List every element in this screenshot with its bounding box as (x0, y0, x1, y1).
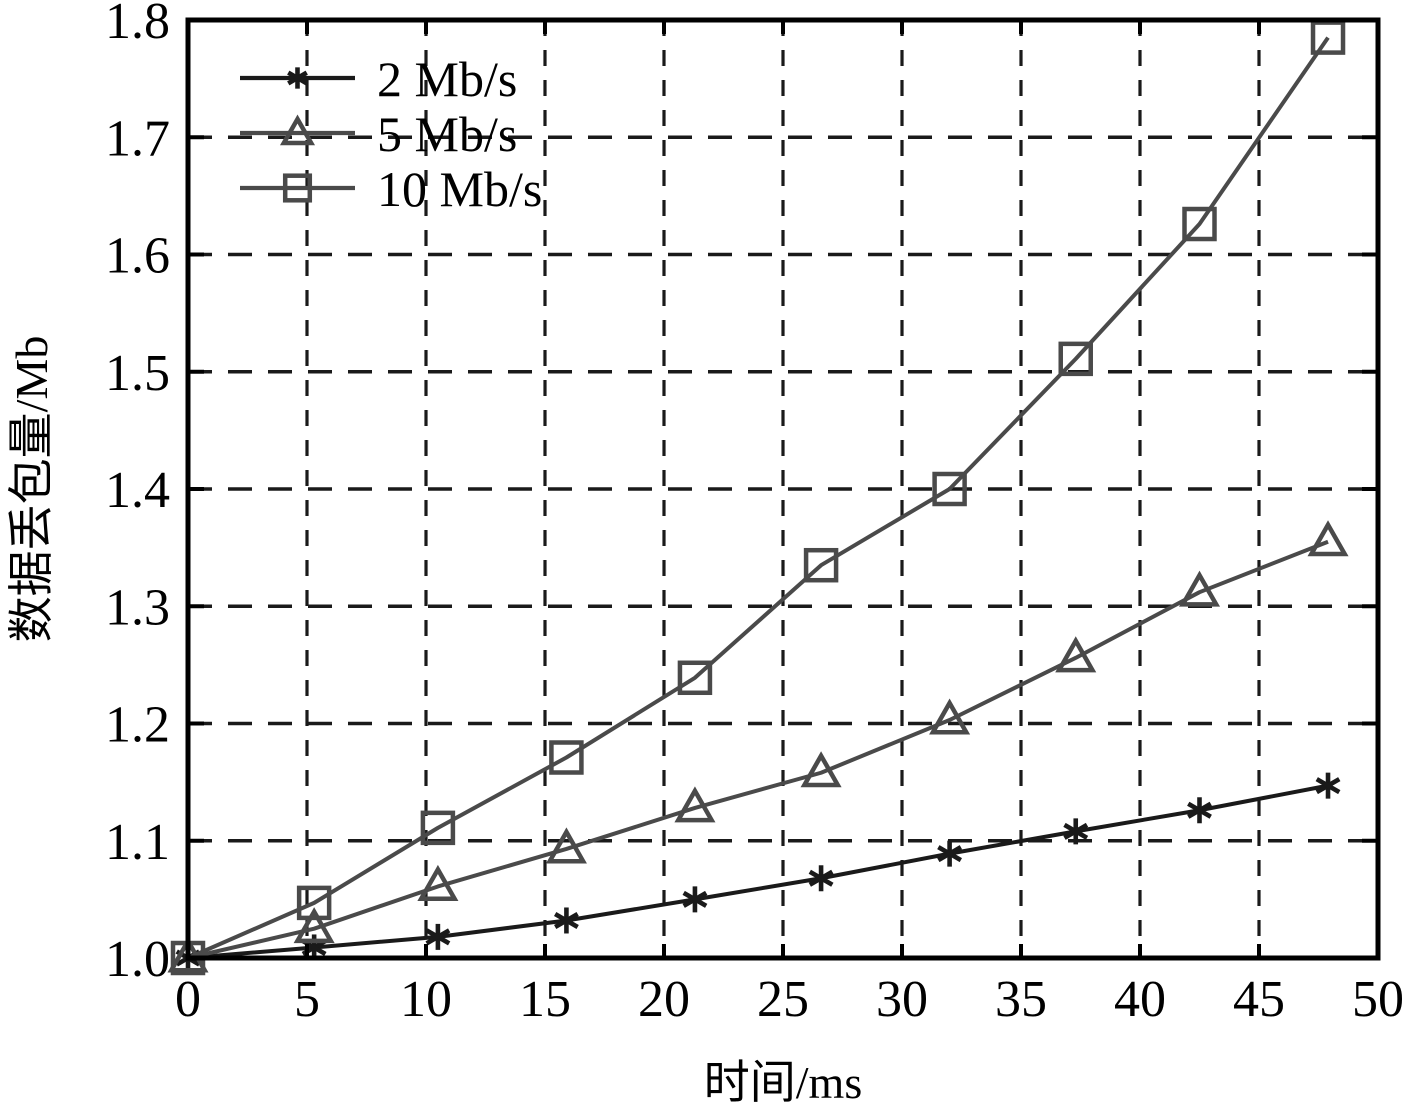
y-tick-label: 1.7 (105, 110, 170, 167)
triangle-marker-icon (293, 907, 335, 944)
asterisk-marker-icon (808, 865, 834, 892)
triangle-marker-icon (929, 698, 971, 735)
legend-label: 10 Mb/s (377, 161, 542, 217)
asterisk-marker-icon (1315, 772, 1341, 799)
y-tick-label: 1.2 (105, 697, 170, 754)
x-tick-label: 10 (400, 971, 452, 1028)
x-tick-label: 30 (876, 971, 928, 1028)
y-tick-label: 1.5 (105, 345, 170, 402)
series-line (187, 783, 1329, 960)
legend: 2 Mb/s5 Mb/s10 Mb/s (240, 51, 542, 217)
triangle-marker-icon (279, 114, 316, 146)
asterisk-marker-icon (554, 907, 579, 934)
series-5-mb-s (167, 520, 1349, 973)
x-tick-label: 35 (995, 971, 1047, 1028)
legend-label: 5 Mb/s (377, 106, 517, 162)
x-tick-label: 40 (1114, 971, 1166, 1028)
square-marker-icon (420, 810, 456, 846)
series-10-mb-s (170, 20, 1346, 976)
triangle-marker-icon (545, 827, 587, 864)
square-marker-icon (282, 173, 313, 203)
y-tick-label: 1.6 (105, 228, 170, 285)
x-tick-label: 25 (757, 971, 809, 1028)
square-marker-icon (803, 547, 839, 583)
legend-item-10-mb-s[interactable]: 10 Mb/s (240, 161, 542, 217)
y-axis-title: 数据丢包量/Mb (6, 336, 57, 643)
legend-item-5-mb-s[interactable]: 5 Mb/s (240, 106, 517, 162)
series-line (187, 539, 1329, 960)
x-tick-label: 0 (175, 971, 201, 1028)
square-marker-icon (1310, 20, 1346, 55)
triangle-marker-icon (1307, 520, 1349, 557)
square-marker-icon (296, 885, 332, 921)
tick-labels: 0 5 10 15 20 25 30 35 40 45 50 1.0 1.1 1.2 1.3 1.4 1.5 1.… (105, 0, 1404, 1028)
asterisk-marker-icon (937, 840, 963, 867)
triangle-marker-icon (1055, 636, 1097, 673)
asterisk-marker-icon (1063, 818, 1089, 845)
square-marker-icon (1058, 341, 1093, 377)
square-marker-icon (549, 740, 584, 775)
legend-label: 2 Mb/s (377, 51, 517, 107)
asterisk-marker-icon (682, 886, 708, 913)
x-tick-label: 15 (519, 971, 571, 1028)
y-tick-label: 1.8 (105, 0, 170, 50)
axes-frame (185, 17, 1381, 961)
asterisk-marker-icon (1187, 797, 1212, 824)
triangle-marker-icon (800, 751, 842, 788)
triangle-marker-icon (1178, 570, 1221, 607)
asterisk-marker-icon (425, 923, 451, 950)
series-line (187, 36, 1330, 960)
legend-item-2-mb-s[interactable]: 2 Mb/s (240, 51, 517, 107)
x-tick-label: 45 (1233, 971, 1285, 1028)
x-tick-label: 50 (1352, 971, 1404, 1028)
y-tick-label: 1.3 (105, 579, 170, 636)
square-marker-icon (932, 471, 967, 507)
y-tick-label: 1.4 (105, 462, 170, 519)
triangle-marker-icon (674, 786, 716, 823)
x-tick-label: 20 (638, 971, 690, 1028)
y-tick-label: 1.1 (105, 814, 170, 871)
square-marker-icon (1182, 206, 1217, 242)
triangle-marker-icon (417, 864, 459, 901)
asterisk-marker-icon (287, 67, 308, 89)
x-tick-label: 5 (294, 971, 320, 1028)
square-marker-icon (677, 660, 713, 696)
x-axis-title: 时间/ms (704, 1057, 862, 1108)
y-tick-label: 1.0 (105, 931, 170, 988)
